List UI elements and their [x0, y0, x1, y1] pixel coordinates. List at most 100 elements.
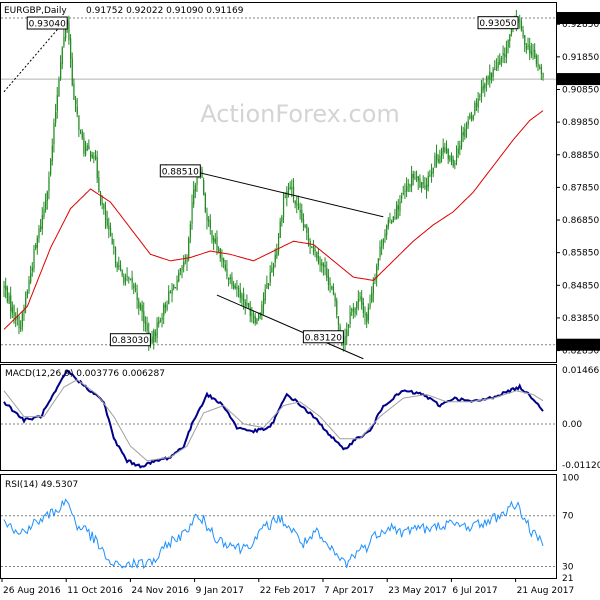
candle — [25, 291, 27, 314]
candle-body — [93, 156, 95, 159]
x-tick-label: 6 Jul 2017 — [452, 586, 497, 596]
candle-body — [68, 21, 70, 41]
candle-body — [101, 202, 103, 205]
candle — [70, 34, 72, 68]
candle — [314, 245, 316, 258]
candle — [487, 75, 489, 86]
candle — [144, 316, 147, 332]
candle — [532, 43, 534, 60]
candle — [131, 270, 133, 290]
candle-body — [447, 148, 449, 160]
candle — [362, 297, 365, 318]
candle-body — [233, 284, 235, 289]
candle — [231, 272, 233, 289]
candle — [28, 276, 30, 294]
candle — [219, 247, 221, 262]
macd-panel-frame — [0, 364, 557, 471]
candle-body — [123, 276, 125, 283]
candle-body — [352, 308, 355, 313]
candle-body — [542, 72, 544, 78]
candle — [449, 155, 451, 163]
candle-body — [256, 318, 258, 325]
candle-body — [427, 175, 429, 187]
candle — [372, 277, 375, 303]
candle-body — [181, 266, 183, 270]
candle — [436, 144, 438, 168]
candle — [86, 142, 88, 152]
candle-body — [261, 304, 263, 314]
candle — [446, 140, 448, 154]
macd-title: MACD(12,26,9) 0.003776 0.006287 — [5, 369, 165, 379]
annotation-box — [477, 16, 519, 30]
candle — [188, 236, 190, 262]
candle-body — [46, 191, 48, 201]
candle-body — [264, 289, 266, 301]
candle — [189, 220, 192, 244]
candle — [457, 140, 459, 158]
candle-body — [36, 237, 38, 248]
candle — [154, 329, 157, 343]
candle-body — [509, 34, 511, 42]
candle — [133, 282, 135, 295]
candle — [246, 294, 248, 309]
candle-body — [6, 287, 9, 302]
candle — [13, 304, 15, 324]
candle-body — [389, 219, 391, 221]
candle-body — [349, 312, 351, 325]
candle — [46, 190, 48, 210]
candle-body — [218, 249, 220, 251]
candle — [482, 77, 484, 94]
candle — [520, 17, 523, 32]
candle — [297, 195, 300, 211]
candle — [460, 125, 463, 150]
candle — [136, 284, 138, 309]
candle — [36, 235, 38, 255]
candle-body — [529, 46, 531, 53]
candle — [542, 72, 544, 81]
candle-body — [292, 186, 295, 199]
candle-body — [287, 188, 290, 192]
candle — [194, 182, 197, 199]
candle — [386, 224, 388, 240]
candle — [108, 217, 110, 239]
candle-body — [276, 250, 278, 257]
candle — [48, 171, 50, 200]
candle-body — [226, 268, 228, 277]
candle — [226, 260, 228, 280]
candle — [347, 323, 350, 337]
rsi-layer — [1, 498, 556, 570]
candle-body — [5, 285, 7, 290]
rsi-panel-frame — [0, 474, 557, 579]
rsi-y-tick-label: 30 — [562, 563, 574, 573]
candle-body — [474, 103, 476, 114]
candle-body — [485, 77, 488, 83]
candle — [304, 224, 306, 229]
candle-body — [319, 263, 321, 265]
candle-body — [366, 314, 368, 323]
candle — [406, 177, 408, 198]
candle — [18, 314, 20, 335]
candle — [138, 297, 140, 315]
candle — [381, 239, 383, 256]
candle — [80, 129, 82, 135]
candle-body — [432, 167, 434, 173]
sma-line — [3, 110, 544, 330]
candle — [256, 317, 258, 325]
candle-body — [519, 19, 521, 21]
rsi-title: RSI(14) 49.5307 — [5, 480, 78, 490]
candle-body — [467, 120, 469, 125]
candle-body — [143, 311, 145, 323]
candle — [322, 262, 325, 276]
candle — [527, 37, 529, 51]
candle — [269, 265, 271, 286]
candle — [173, 283, 175, 291]
candle-body — [273, 264, 275, 270]
x-tick-label: 9 Jan 2017 — [196, 586, 244, 596]
candle-body — [71, 58, 73, 86]
candle — [389, 212, 391, 224]
candle-body — [194, 185, 197, 192]
candle-body — [63, 36, 65, 46]
candle-body — [129, 278, 132, 280]
candle-body — [381, 246, 383, 248]
candle-body — [263, 298, 265, 306]
